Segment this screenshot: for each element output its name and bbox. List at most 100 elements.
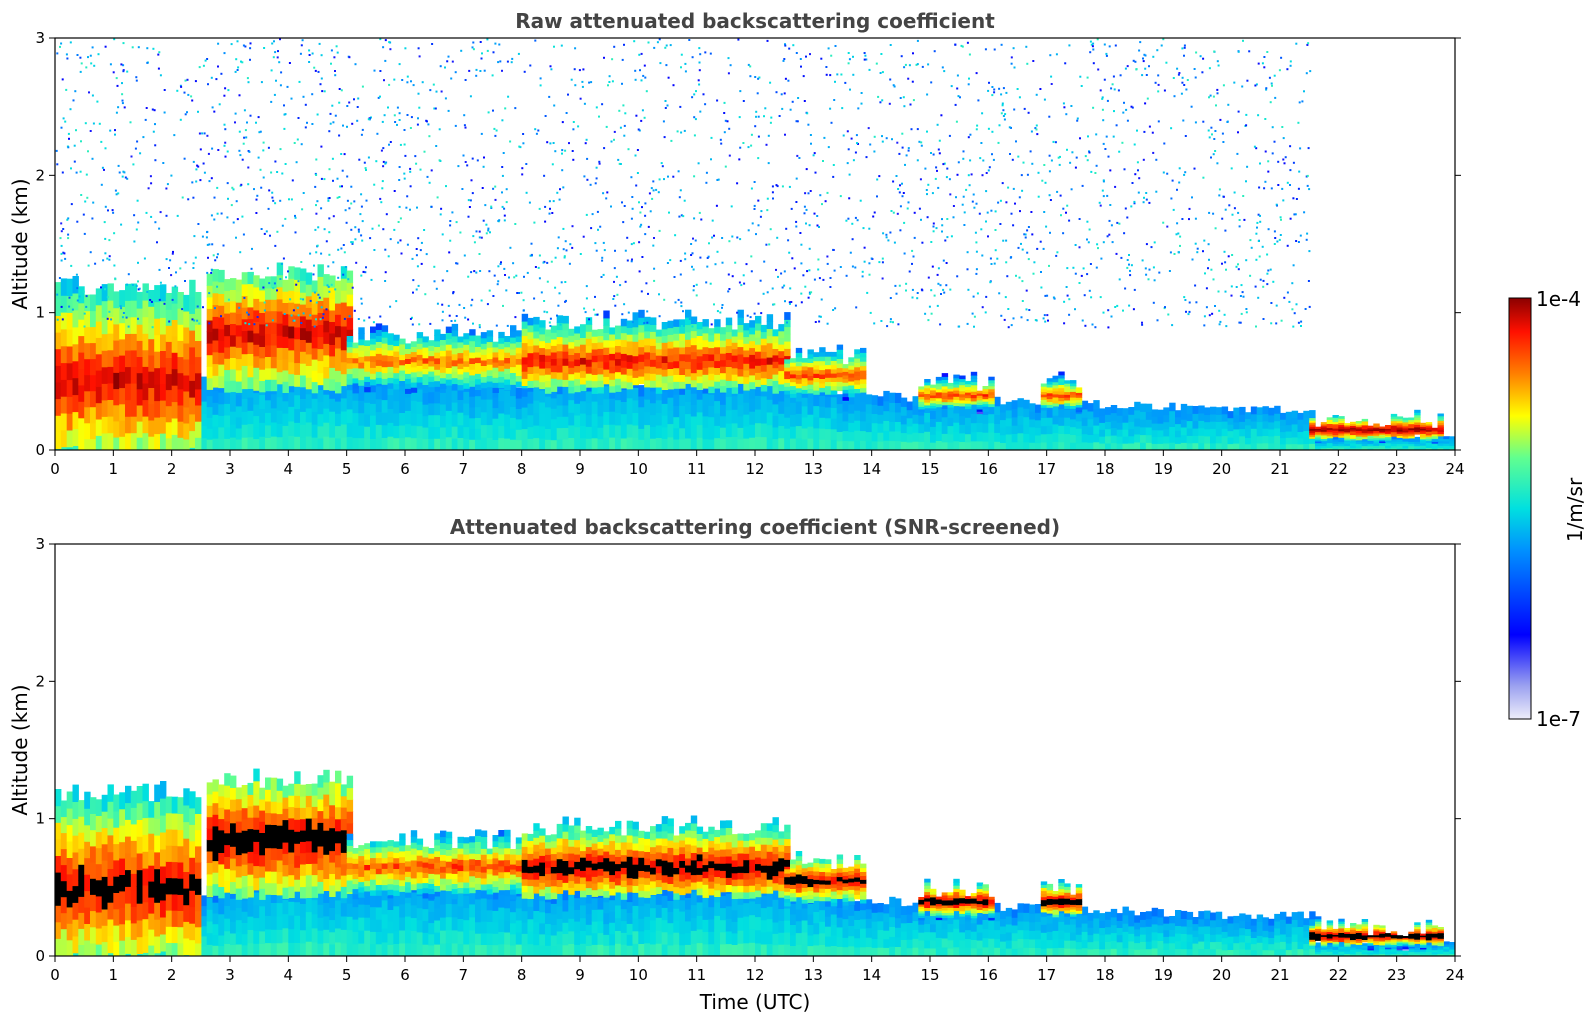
noise-speck <box>918 140 921 143</box>
heatmap-cell <box>125 350 132 368</box>
heatmap-cell <box>451 359 459 367</box>
heatmap-cell <box>941 416 949 426</box>
heatmap-cell <box>486 375 494 382</box>
heatmap-cell <box>1437 436 1444 439</box>
noise-speck <box>259 130 262 133</box>
heatmap-cell <box>702 374 709 382</box>
heatmap-cell <box>1443 447 1450 450</box>
heatmap-cell <box>819 417 826 429</box>
heatmap-cell <box>410 387 418 401</box>
heatmap-cell <box>206 366 214 379</box>
noise-speck <box>880 53 883 55</box>
heatmap-cell <box>1332 443 1339 447</box>
noise-speck <box>832 175 835 178</box>
noise-speck <box>478 236 481 239</box>
heatmap-cell <box>860 420 867 432</box>
heatmap-cell <box>749 354 756 362</box>
noise-speck <box>899 97 902 99</box>
heatmap-cell <box>1414 443 1421 447</box>
noise-speck <box>1297 187 1300 190</box>
noise-speck <box>952 205 955 207</box>
heatmap-cell <box>510 395 517 407</box>
noise-speck <box>265 324 268 327</box>
heatmap-cell <box>90 358 97 376</box>
heatmap-cell <box>603 369 610 377</box>
heatmap-cell <box>311 325 319 338</box>
heatmap-cell <box>924 396 931 400</box>
heatmap-cell <box>451 329 459 337</box>
heatmap-cell <box>1431 429 1439 432</box>
heatmap-cell <box>1122 415 1129 423</box>
heatmap-cell <box>1303 423 1310 431</box>
heatmap-cell <box>550 384 558 392</box>
noise-speck <box>194 256 197 259</box>
noise-speck <box>363 161 366 164</box>
heatmap-cell <box>720 392 727 405</box>
heatmap-cell <box>335 291 342 304</box>
heatmap-cell <box>941 379 949 384</box>
noise-speck <box>621 201 623 204</box>
noise-speck <box>467 199 470 202</box>
heatmap-cell <box>235 394 243 407</box>
heatmap-cell <box>1449 445 1455 449</box>
heatmap-cell <box>1425 427 1433 430</box>
heatmap-cell <box>1320 445 1328 449</box>
heatmap-cell <box>1373 439 1380 442</box>
heatmap-cell <box>1075 399 1083 403</box>
heatmap-cell <box>422 373 429 380</box>
heatmap-cell <box>737 375 744 384</box>
noise-speck <box>638 201 640 204</box>
noise-speck <box>447 109 450 112</box>
heatmap-cell <box>935 400 943 405</box>
noise-speck <box>184 79 187 82</box>
heatmap-cell <box>370 426 377 439</box>
heatmap-cell <box>801 385 809 390</box>
heatmap-cell <box>1309 410 1316 418</box>
heatmap-cell <box>731 342 739 350</box>
heatmap-cell <box>1431 447 1439 450</box>
heatmap-cell <box>1309 424 1316 427</box>
noise-speck <box>255 212 258 214</box>
noise-speck <box>416 206 418 209</box>
heatmap-cell <box>539 354 546 362</box>
heatmap-cell <box>1245 437 1252 445</box>
heatmap-cell <box>819 406 826 418</box>
heatmap-cell <box>918 403 925 407</box>
noise-speck <box>67 233 70 236</box>
heatmap-cell <box>947 441 954 450</box>
heatmap-cell <box>393 361 400 368</box>
backscatter-heatmap <box>55 38 1455 450</box>
noise-speck <box>381 120 384 123</box>
heatmap-cell <box>189 430 196 448</box>
noise-speck <box>588 318 591 321</box>
heatmap-cell <box>498 370 505 377</box>
noise-speck <box>449 220 452 222</box>
heatmap-cell <box>510 360 517 368</box>
heatmap-cell <box>819 439 826 450</box>
heatmap-cell <box>953 374 960 379</box>
noise-speck <box>856 219 859 222</box>
heatmap-cell <box>410 425 418 439</box>
heatmap-cell <box>475 406 482 418</box>
heatmap-cell <box>1320 438 1328 441</box>
heatmap-cell <box>539 361 546 369</box>
heatmap-cell <box>352 357 359 364</box>
heatmap-cell <box>935 376 943 381</box>
heatmap-cell <box>702 325 709 334</box>
noise-speck <box>984 311 987 314</box>
heatmap-cell <box>778 337 785 345</box>
noise-speck <box>795 52 798 54</box>
noise-speck <box>195 180 198 183</box>
heatmap-cell <box>224 324 231 337</box>
noise-speck <box>1190 105 1193 108</box>
heatmap-cell <box>84 342 91 360</box>
heatmap-cell <box>84 406 91 424</box>
heatmap-cell <box>270 299 278 312</box>
noise-speck <box>1139 41 1142 44</box>
noise-speck <box>454 124 457 127</box>
heatmap-cell <box>1373 428 1380 431</box>
heatmap-cell <box>970 404 978 414</box>
heatmap-cell <box>1233 442 1240 450</box>
noise-speck <box>975 268 978 271</box>
heatmap-cell <box>300 374 307 388</box>
